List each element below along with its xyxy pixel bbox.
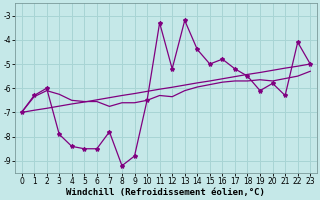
X-axis label: Windchill (Refroidissement éolien,°C): Windchill (Refroidissement éolien,°C)	[67, 188, 265, 197]
